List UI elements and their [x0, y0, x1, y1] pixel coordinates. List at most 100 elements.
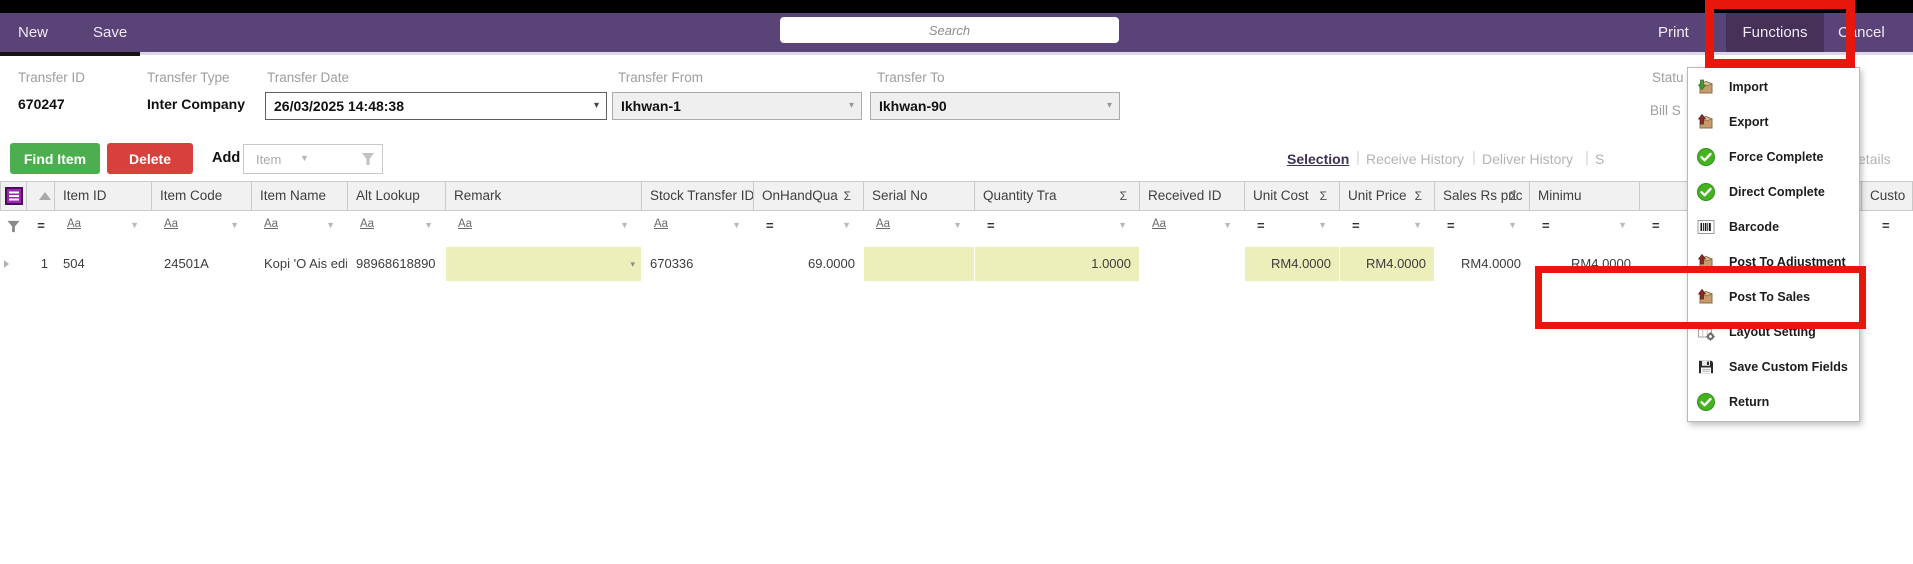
menu-item-force-complete[interactable]: Force Complete	[1688, 139, 1859, 174]
menu-item-import[interactable]: Import	[1688, 69, 1859, 104]
filter-caret-icon[interactable]: ▼	[842, 220, 851, 230]
transfer-to-chevron-icon[interactable]: ▾	[1106, 100, 1112, 111]
column-header-quantity-tra[interactable]: Quantity Tra Σ	[975, 181, 1140, 211]
filter-caret-icon[interactable]: ▼	[620, 220, 629, 230]
column-header-received-id[interactable]: Received ID	[1140, 181, 1245, 211]
add-item-input[interactable]	[244, 145, 382, 173]
cell-received-id[interactable]	[1140, 247, 1245, 281]
filter-caret-icon[interactable]: ▼	[732, 220, 741, 230]
column-header-serial-no[interactable]: Serial No	[864, 181, 975, 211]
menu-item-post-to-sales[interactable]: Post To Sales	[1688, 279, 1859, 314]
menu-item-save-custom-fields[interactable]: Save Custom Fields	[1688, 349, 1859, 384]
tab-occluded-end[interactable]: etails	[1858, 151, 1891, 167]
menu-item-layout-setting[interactable]: Layout Setting	[1688, 314, 1859, 349]
filter-cell-remark[interactable]: Aa ▼	[446, 211, 642, 243]
filter-cell-sales-price[interactable]: = ▼	[1435, 211, 1530, 243]
date-dropdown-caret-icon[interactable]: ▾	[593, 100, 599, 111]
cell-hidden[interactable]	[1640, 247, 1862, 281]
cell-remark[interactable]: ▾	[446, 247, 642, 281]
filter-cell-alt-lookup[interactable]: Aa ▼	[348, 211, 446, 243]
filter-cell-item-id[interactable]: Aa ▼	[55, 211, 152, 243]
filter-caret-icon[interactable]: ▼	[1318, 220, 1327, 230]
print-button[interactable]: Print	[1658, 24, 1689, 41]
cell-customer[interactable]	[1862, 247, 1913, 281]
cell-unit-price[interactable]: RM4.0000	[1340, 247, 1435, 281]
column-header-alt-lookup[interactable]: Alt Lookup	[348, 181, 446, 211]
menu-item-barcode[interactable]: Barcode	[1688, 209, 1859, 244]
item-combo-caret-icon[interactable]: ▼	[300, 153, 309, 163]
column-header-sort[interactable]	[27, 181, 55, 211]
filter-funnel-cell[interactable]	[0, 211, 27, 243]
column-header-remark[interactable]: Remark	[446, 181, 642, 211]
cell-unit-cost[interactable]: RM4.0000	[1245, 247, 1340, 281]
grid-corner-cell[interactable]	[0, 181, 27, 211]
cell-onhand-qty[interactable]: 69.0000	[754, 247, 864, 281]
sum-icon[interactable]: Σ	[1509, 189, 1517, 203]
filter-cell-onhand-qty[interactable]: = ▼	[754, 211, 864, 243]
filter-cell-minimum[interactable]: = ▼	[1530, 211, 1640, 243]
delete-button[interactable]: Delete	[107, 143, 193, 174]
grid-data-row[interactable]: 1 504 24501A Kopi 'O Ais edit 9896861889…	[0, 247, 1913, 281]
transfer-date-field[interactable]: 26/03/2025 14:48:38 ▾	[265, 92, 607, 120]
column-header-unit-price[interactable]: Unit Price Σ	[1340, 181, 1435, 211]
filter-cell-serial-no[interactable]: Aa ▼	[864, 211, 975, 243]
column-header-customer[interactable]: Custo	[1862, 181, 1913, 211]
filter-caret-icon[interactable]: ▼	[1508, 220, 1517, 230]
cell-item-code[interactable]: 24501A	[152, 247, 252, 281]
grid-menu-icon[interactable]	[5, 187, 23, 205]
filter-funnel-icon[interactable]	[6, 219, 21, 234]
filter-cell-item-name[interactable]: Aa ▼	[252, 211, 348, 243]
filter-caret-icon[interactable]: ▼	[326, 220, 335, 230]
filter-caret-icon[interactable]: ▼	[953, 220, 962, 230]
cell-sales-price[interactable]: RM4.0000	[1435, 247, 1530, 281]
filter-cell-unit-cost[interactable]: = ▼	[1245, 211, 1340, 243]
column-header-minimum[interactable]: Minimu	[1530, 181, 1640, 211]
add-item-combo[interactable]: ▼	[243, 144, 383, 174]
sum-icon[interactable]: Σ	[843, 189, 851, 203]
tab-receive-history[interactable]: Receive History	[1366, 151, 1465, 167]
column-header-item-code[interactable]: Item Code	[152, 181, 252, 211]
transfer-from-chevron-icon[interactable]: ▾	[848, 100, 854, 111]
column-header-item-name[interactable]: Item Name	[252, 181, 348, 211]
filter-caret-icon[interactable]: ▼	[1223, 220, 1232, 230]
tab-deliver-history[interactable]: Deliver History	[1482, 151, 1574, 167]
cell-item-id[interactable]: 504	[55, 247, 152, 281]
menu-item-return[interactable]: Return	[1688, 384, 1859, 419]
filter-cell-unit-price[interactable]: = ▼	[1340, 211, 1435, 243]
cell-quantity-tra[interactable]: 1.0000	[975, 247, 1140, 281]
filter-caret-icon[interactable]: ▼	[130, 220, 139, 230]
find-item-button[interactable]: Find Item	[10, 143, 100, 174]
cell-serial-no[interactable]	[864, 247, 975, 281]
remark-dropdown-caret-icon[interactable]: ▾	[630, 259, 635, 269]
cell-alt-lookup[interactable]: 98968618890	[348, 247, 446, 281]
filter-caret-icon[interactable]: ▼	[1118, 220, 1127, 230]
menu-item-direct-complete[interactable]: Direct Complete	[1688, 174, 1859, 209]
filter-cell-quantity-tra[interactable]: = ▼	[975, 211, 1140, 243]
transfer-to-select[interactable]: Ikhwan-90 ▾	[870, 92, 1120, 120]
column-header-item-id[interactable]: Item ID	[55, 181, 152, 211]
filter-caret-icon[interactable]: ▼	[424, 220, 433, 230]
column-header-unit-cost[interactable]: Unit Cost Σ	[1245, 181, 1340, 211]
cancel-button[interactable]: Cancel	[1838, 24, 1885, 41]
functions-button[interactable]: Functions	[1726, 13, 1824, 52]
sum-icon[interactable]: Σ	[1319, 189, 1327, 203]
filter-cell-customer[interactable]: =	[1862, 211, 1913, 243]
sum-icon[interactable]: Σ	[1414, 189, 1422, 203]
filter-cell-received-id[interactable]: Aa ▼	[1140, 211, 1245, 243]
filter-caret-icon[interactable]: ▼	[1618, 220, 1627, 230]
sum-icon[interactable]: Σ	[1119, 189, 1127, 203]
filter-cell-stock-transfer-id[interactable]: Aa ▼	[642, 211, 754, 243]
filter-cell-item-code[interactable]: Aa ▼	[152, 211, 252, 243]
filter-caret-icon[interactable]: ▼	[230, 220, 239, 230]
cell-stock-transfer-id[interactable]: 670336	[642, 247, 754, 281]
tab-occluded-start[interactable]: S	[1595, 151, 1605, 167]
transfer-from-select[interactable]: Ikhwan-1 ▾	[612, 92, 862, 120]
cell-item-name[interactable]: Kopi 'O Ais edit	[252, 247, 348, 281]
filter-cell-sort[interactable]: =	[27, 211, 55, 243]
column-header-stock-transfer-id[interactable]: Stock Transfer ID	[642, 181, 754, 211]
save-button[interactable]: Save	[93, 24, 128, 41]
filter-caret-icon[interactable]: ▼	[1413, 220, 1422, 230]
column-header-onhand-qty[interactable]: OnHandQua Σ	[754, 181, 864, 211]
menu-item-post-to-adjustment[interactable]: Post To Adjustment	[1688, 244, 1859, 279]
search-input[interactable]	[780, 17, 1119, 43]
